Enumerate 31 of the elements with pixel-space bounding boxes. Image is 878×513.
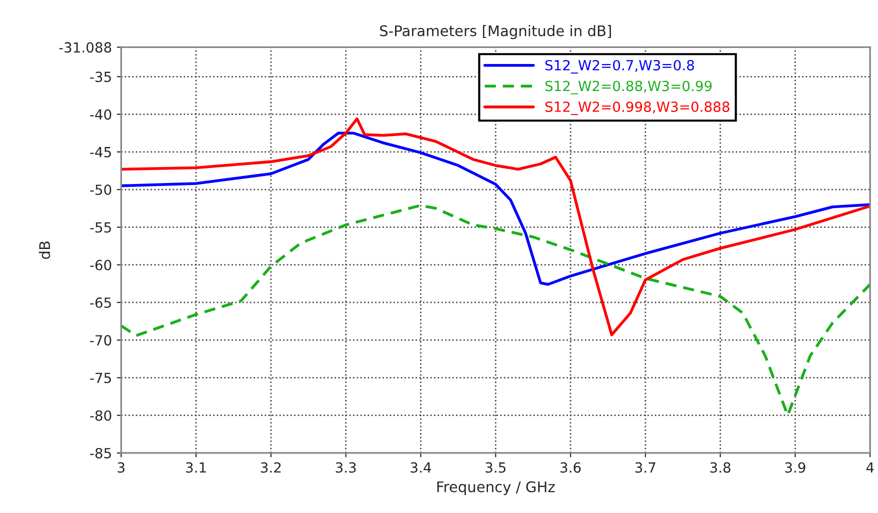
chart-title: S-Parameters [Magnitude in dB] [380,25,611,40]
y-tick-label: -60 [90,260,112,270]
y-tick-label: -50 [90,184,112,196]
x-tick-label: 3.8 [710,462,730,473]
x-tick-label: 3.6 [560,462,581,473]
y-tick-label: -75 [90,372,111,384]
x-tick-label: 3.7 [635,462,656,473]
x-tick-label: 3.1 [186,462,206,473]
x-tick-label: 4 [866,462,874,473]
x-tick-label: 3.2 [260,462,281,473]
y-tick-label: -65 [90,297,111,308]
y-tick-label: -85 [90,448,111,458]
x-tick-label: 3.4 [410,462,432,473]
x-tick-label: 3.3 [336,462,356,473]
x-tick-label: 3.9 [785,462,806,473]
x-tick-label: 3.5 [486,462,506,473]
y-axis-title: dB [38,241,50,259]
x-tick-label: 3 [118,462,124,473]
y-tick-label: -40 [90,109,112,120]
legend-label: S12_W2=0.998,W3=0.888 [545,101,730,116]
legend-label: S12_W2=0.88,W3=0.99 [545,80,712,94]
y-tick-label: -45 [90,147,111,158]
line-series [121,117,870,336]
y-tick-label: -70 [90,335,112,346]
line-series [121,132,870,286]
x-axis-title: Frequency / GHz [437,481,555,496]
y-tick-label: -55 [90,222,111,233]
y-tick-label: -80 [90,410,112,421]
y-tick-label: -35 [90,72,111,82]
legend-label: S12_W2=0.7,W3=0.8 [545,60,694,74]
y-tick-label: -31.088 [59,42,112,53]
